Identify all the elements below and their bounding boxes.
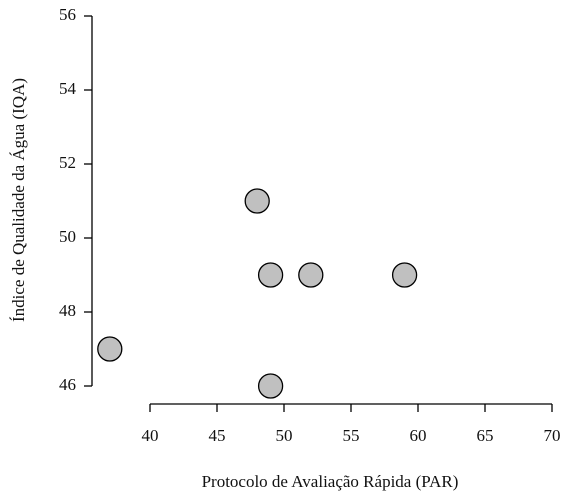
point — [391, 262, 418, 288]
y-tick-label: 46 — [59, 375, 76, 394]
y-tick-label: 50 — [59, 227, 76, 246]
x-axis-label: Protocolo de Avaliação Rápida (PAR) — [202, 472, 459, 491]
y-tick-label: 54 — [59, 79, 77, 98]
x-tick-label: 55 — [343, 426, 360, 445]
y-tick-label: 52 — [59, 153, 76, 172]
point — [298, 262, 324, 288]
x-tick-label: 45 — [209, 426, 226, 445]
point — [257, 262, 284, 288]
x-tick-label: 40 — [142, 426, 159, 445]
x-tick-label: 70 — [544, 426, 561, 445]
point — [244, 188, 270, 214]
point — [257, 373, 284, 399]
y-axis-label: Índice de Qualidade da Água (IQA) — [9, 78, 28, 322]
y-tick-label: 48 — [59, 301, 76, 320]
x-tick-label: 65 — [477, 426, 494, 445]
y-tick-label: 56 — [59, 5, 76, 24]
point — [97, 336, 123, 362]
x-tick-label: 60 — [410, 426, 427, 445]
x-tick-label: 50 — [276, 426, 293, 445]
